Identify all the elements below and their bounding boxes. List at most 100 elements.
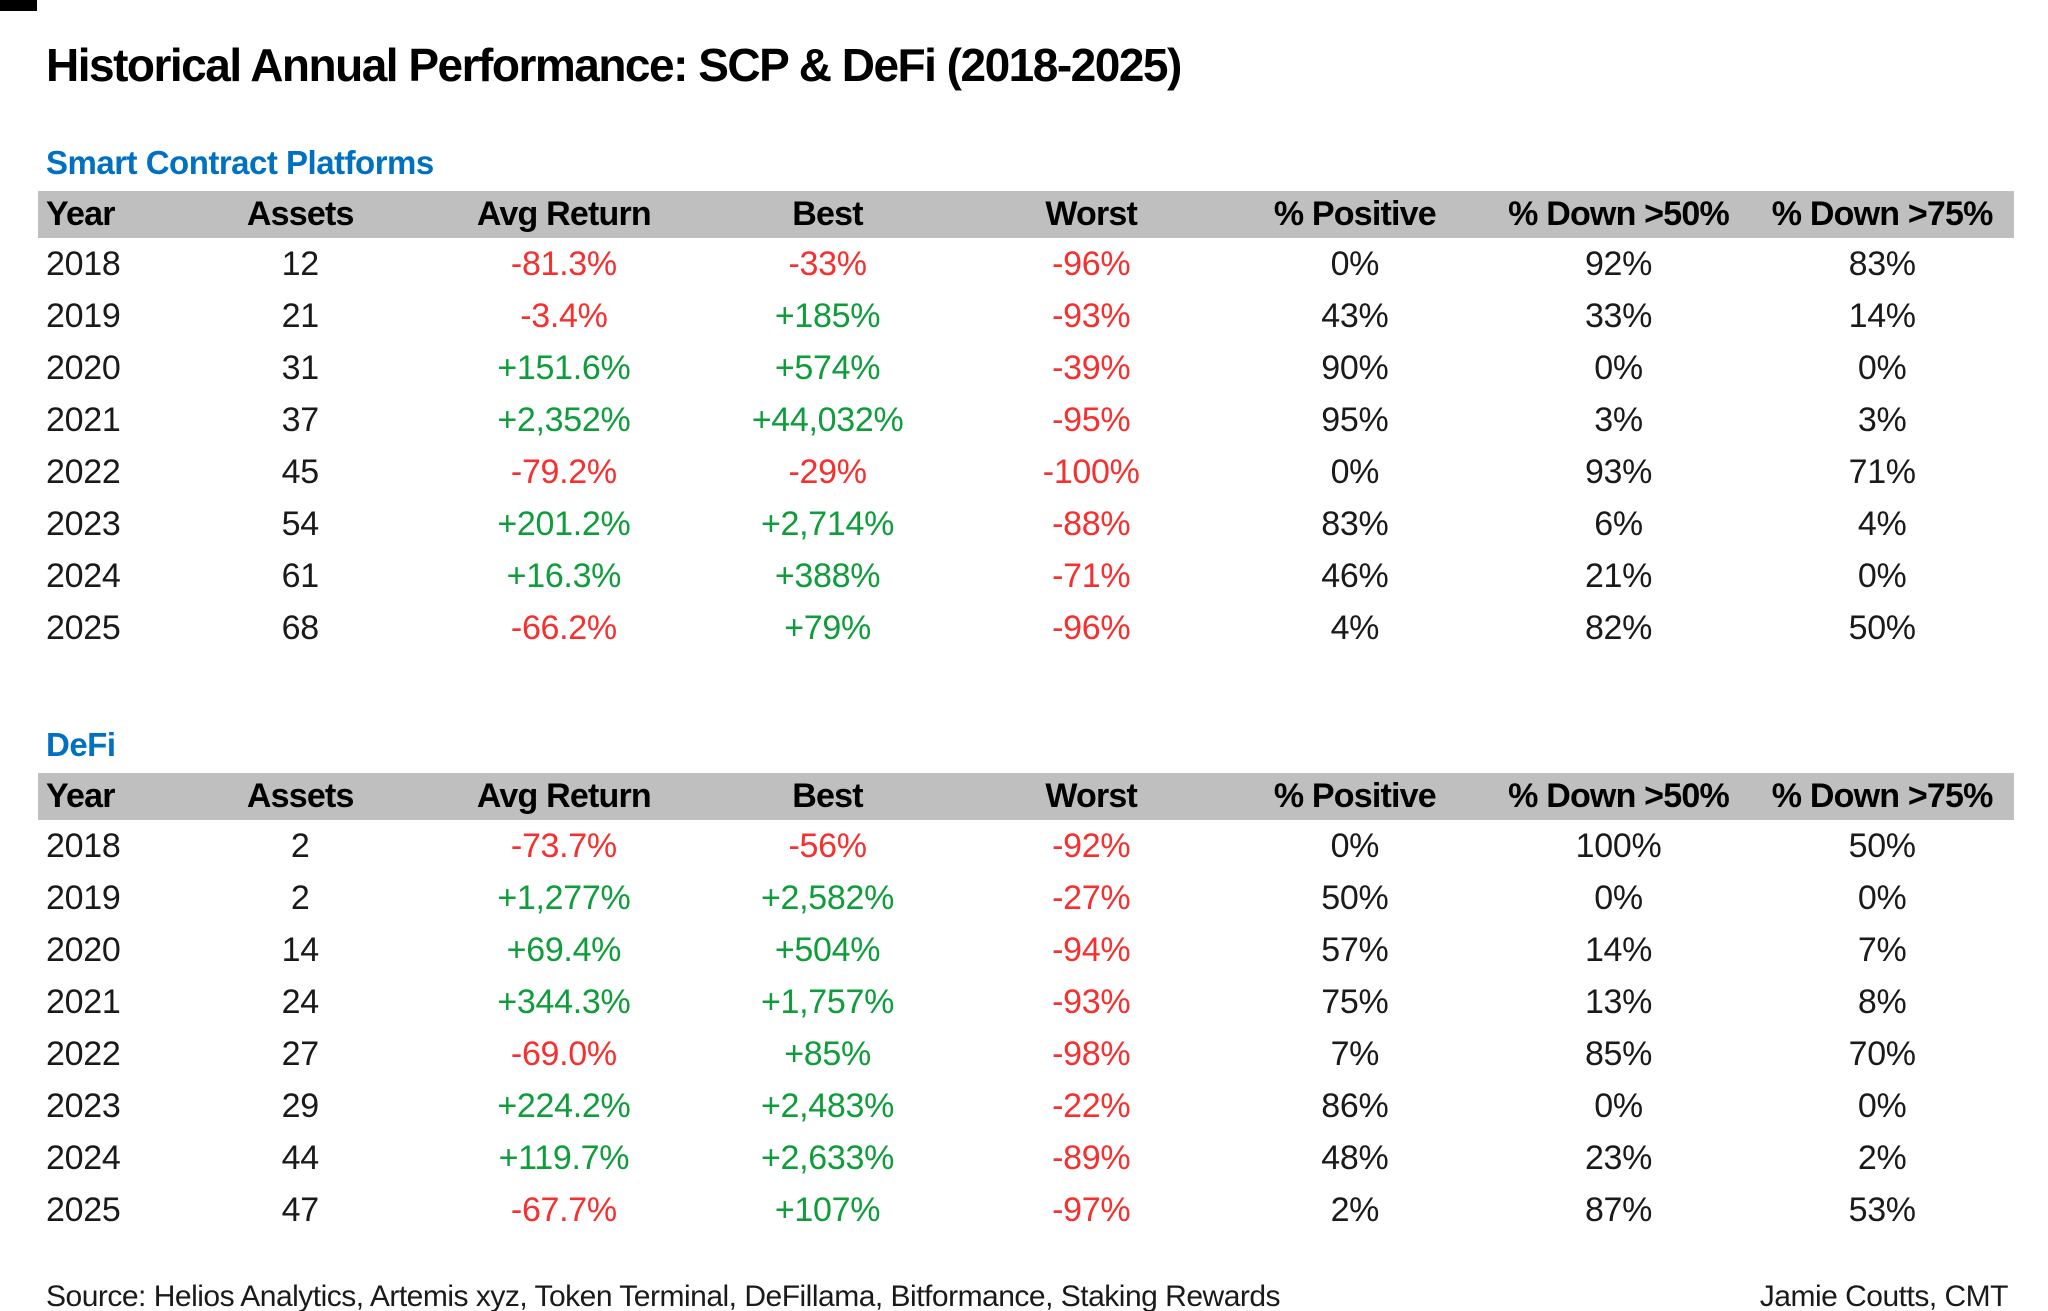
- cell-pct-positive: 50%: [1321, 878, 1389, 917]
- cell-pct-down-50: 23%: [1584, 1138, 1653, 1177]
- cell-avg-return: +119.7%: [498, 1138, 630, 1177]
- screen-edge-artifact: [0, 0, 37, 11]
- cell-assets: 45: [281, 452, 320, 491]
- cell-pct-down-75: 2%: [1857, 1138, 1907, 1177]
- cell-pct-down-50: 0%: [1594, 1086, 1643, 1125]
- cell-best: +388%: [774, 556, 881, 595]
- section-label-defi: DeFi: [46, 726, 116, 763]
- table-row: 2022 45 -79.2% -29% -100% 0% 93% 71%: [38, 446, 2014, 498]
- cell-year: 2019: [46, 878, 121, 917]
- footer: Source: Helios Analytics, Artemis xyz, T…: [38, 1280, 2014, 1311]
- cell-assets: 44: [281, 1138, 320, 1177]
- cell-pct-positive: 43%: [1321, 296, 1389, 335]
- column-header-pct-down-75: % Down >75%: [1771, 195, 1994, 233]
- column-header-worst: Worst: [1045, 195, 1138, 233]
- cell-assets: 24: [281, 982, 320, 1021]
- cell-pct-down-75: 83%: [1848, 244, 1916, 283]
- cell-pct-down-50: 92%: [1584, 244, 1653, 283]
- cell-assets: 31: [281, 348, 320, 387]
- cell-avg-return: -3.4%: [520, 296, 608, 335]
- table-row: 2021 24 +344.3% +1,757% -93% 75% 13% 8%: [38, 976, 2014, 1028]
- cell-assets: 61: [281, 556, 320, 595]
- cell-year: 2025: [46, 1190, 121, 1229]
- scp-performance-table: Year Assets Avg Return Best Worst % Positive%…: [38, 191, 2014, 654]
- cell-year: 2024: [46, 1138, 121, 1177]
- column-header-year: Year: [46, 777, 115, 815]
- cell-worst: -97%: [1052, 1190, 1131, 1229]
- cell-best: +2,714%: [761, 504, 895, 543]
- cell-pct-down-75: 3%: [1857, 400, 1907, 439]
- cell-year: 2020: [46, 930, 121, 969]
- cell-worst: -100%: [1042, 452, 1140, 491]
- cell-year: 2022: [46, 452, 121, 491]
- table-row: 2024 44 +119.7% +2,633% -89% 48% 23% 2%: [38, 1132, 2014, 1184]
- table-row: 2025 68 -66.2% +79% -96% 4% 82% 50%: [38, 602, 2014, 654]
- cell-best: +85%: [784, 1034, 871, 1073]
- cell-worst: -27%: [1052, 878, 1131, 917]
- cell-assets: 37: [281, 400, 320, 439]
- cell-pct-down-75: 71%: [1848, 452, 1916, 491]
- cell-pct-positive: 75%: [1321, 982, 1389, 1021]
- cell-worst: -98%: [1052, 1034, 1131, 1073]
- cell-year: 2024: [46, 556, 121, 595]
- author-credit: Jamie Coutts, CMT: [1759, 1280, 2009, 1311]
- cell-pct-positive: 57%: [1321, 930, 1389, 969]
- column-header-best: Best: [792, 195, 863, 233]
- cell-assets: 2: [290, 878, 310, 917]
- cell-worst: -93%: [1052, 296, 1131, 335]
- cell-worst: -93%: [1052, 982, 1131, 1021]
- column-header-assets: Assets: [246, 195, 355, 233]
- defi-table-header: Year Assets Avg Return Best Worst % Positive%…: [38, 773, 2014, 820]
- cell-pct-positive: 0%: [1330, 452, 1380, 491]
- cell-avg-return: -69.0%: [510, 1034, 617, 1073]
- cell-year: 2023: [46, 504, 121, 543]
- cell-best: +2,633%: [761, 1138, 895, 1177]
- cell-worst: -89%: [1052, 1138, 1131, 1177]
- cell-worst: -95%: [1052, 400, 1131, 439]
- cell-year: 2023: [46, 1086, 121, 1125]
- cell-pct-down-50: 33%: [1584, 296, 1653, 335]
- cell-avg-return: +69.4%: [506, 930, 622, 969]
- section-label-smart-contract-platforms: Smart Contract Platforms: [46, 144, 434, 181]
- cell-assets: 2: [290, 826, 310, 865]
- cell-pct-down-50: 0%: [1594, 878, 1643, 917]
- cell-avg-return: +344.3%: [497, 982, 631, 1021]
- defi-table-body: 2018 2 -73.7% -56% -92% 0% 100% 50% 2019 2 +1,277%…: [38, 820, 2014, 1236]
- cell-pct-down-50: 6%: [1594, 504, 1643, 543]
- cell-avg-return: +16.3%: [506, 556, 622, 595]
- cell-assets: 14: [281, 930, 320, 969]
- cell-pct-down-75: 8%: [1857, 982, 1907, 1021]
- table-row: 2023 29 +224.2% +2,483% -22% 86% 0% 0%: [38, 1080, 2014, 1132]
- cell-best: -33%: [788, 244, 867, 283]
- cell-assets: 54: [281, 504, 320, 543]
- cell-avg-return: -81.3%: [510, 244, 617, 283]
- cell-assets: 27: [281, 1034, 320, 1073]
- cell-best: +2,582%: [761, 878, 895, 917]
- table-row: 2023 54 +201.2% +2,714% -88% 83% 6% 4%: [38, 498, 2014, 550]
- cell-best: +79%: [784, 608, 871, 647]
- cell-pct-down-75: 14%: [1848, 296, 1916, 335]
- cell-assets: 12: [281, 244, 320, 283]
- table-row: 2020 31 +151.6% +574% -39% 90% 0% 0%: [38, 342, 2014, 394]
- cell-pct-down-50: 21%: [1584, 556, 1653, 595]
- table-row: 2022 27 -69.0% +85% -98% 7% 85% 70%: [38, 1028, 2014, 1080]
- column-header-assets: Assets: [246, 777, 355, 815]
- cell-year: 2025: [46, 608, 121, 647]
- cell-pct-down-50: 13%: [1584, 982, 1653, 1021]
- cell-best: +504%: [774, 930, 881, 969]
- cell-best: -29%: [788, 452, 867, 491]
- table-row: 2025 47 -67.7% +107% -97% 2% 87% 53%: [38, 1184, 2014, 1236]
- cell-worst: -94%: [1052, 930, 1131, 969]
- cell-pct-down-75: 4%: [1857, 504, 1907, 543]
- cell-pct-down-50: 100%: [1575, 826, 1662, 865]
- cell-pct-down-75: 0%: [1857, 1086, 1907, 1125]
- cell-pct-positive: 90%: [1321, 348, 1389, 387]
- column-header-worst: Worst: [1045, 777, 1138, 815]
- cell-pct-positive: 86%: [1321, 1086, 1389, 1125]
- cell-pct-positive: 0%: [1330, 826, 1380, 865]
- column-header-pct-down-50: % Down >50%: [1508, 777, 1730, 815]
- cell-best: +107%: [774, 1190, 881, 1229]
- cell-avg-return: -66.2%: [510, 608, 617, 647]
- cell-worst: -71%: [1052, 556, 1131, 595]
- cell-pct-positive: 4%: [1330, 608, 1380, 647]
